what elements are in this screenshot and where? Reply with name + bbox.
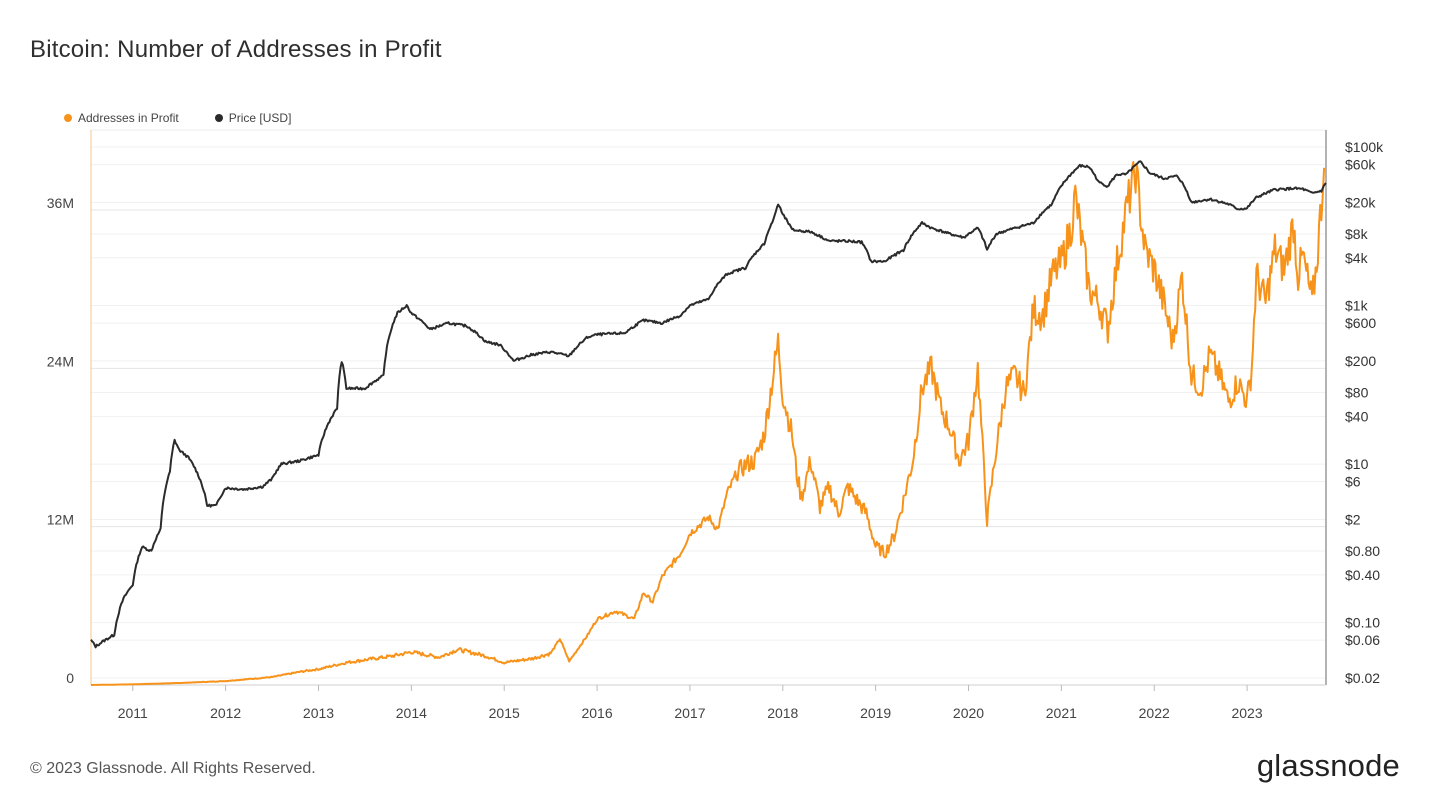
copyright: © 2023 Glassnode. All Rights Reserved. <box>30 760 316 777</box>
glassnode-logo: glassnode <box>1256 748 1400 783</box>
y-right-tick-label-3: $0.40 <box>1345 567 1380 583</box>
y-right-tick-label-11: $600 <box>1345 315 1376 331</box>
x-tick-label-2015: 2015 <box>489 705 520 721</box>
x-tick-label-2011: 2011 <box>118 705 148 721</box>
y-right-tick-label-15: $20k <box>1345 194 1376 210</box>
y-right-tick-label-7: $10 <box>1345 456 1369 472</box>
x-tick-label-2022: 2022 <box>1139 705 1170 721</box>
y-right-tick-label-13: $4k <box>1345 250 1369 266</box>
series-line-price <box>90 160 1327 649</box>
x-tick-label-2018: 2018 <box>767 705 798 721</box>
y-left-tick-label-0: 0 <box>66 670 74 686</box>
y-left-tick-label-1: 12M <box>47 512 74 528</box>
y-left-tick-label-3: 36M <box>47 195 74 211</box>
series-lines <box>90 160 1327 686</box>
y-right-tick-label-4: $0.80 <box>1345 543 1380 559</box>
y-right-tick-label-6: $6 <box>1345 474 1361 490</box>
x-tick-label-2020: 2020 <box>953 705 984 721</box>
x-tick-label-2016: 2016 <box>581 705 612 721</box>
x-tick-label-2019: 2019 <box>860 705 891 721</box>
legend-item-price[interactable]: Price [USD] <box>214 111 292 125</box>
series-line-addresses-in-profit <box>91 161 1326 686</box>
x-tick-label-2014: 2014 <box>396 705 427 721</box>
legend-label-price: Price [USD] <box>228 111 292 125</box>
y-right-tick-label-5: $2 <box>1345 511 1361 527</box>
y-right-tick-label-1: $0.06 <box>1345 632 1380 648</box>
tick-labels: 2011 2012 2013 2014 2015 2016 2017 2018 2019 2020… <box>47 139 1384 721</box>
x-tick-label-2023: 2023 <box>1231 705 1262 721</box>
legend-item-addresses[interactable]: Addresses in Profit <box>64 111 179 125</box>
y-right-tick-label-14: $8k <box>1345 226 1369 242</box>
y-right-tick-label-8: $40 <box>1345 408 1369 424</box>
y-right-tick-label-9: $80 <box>1345 384 1369 400</box>
legend-label-addresses: Addresses in Profit <box>78 111 179 125</box>
axes <box>90 129 1327 691</box>
legend-dot-addresses <box>64 114 72 122</box>
y-right-tick-label-2: $0.10 <box>1345 615 1380 631</box>
legend-dot-price <box>214 114 223 122</box>
legend: Addresses in Profit Price [USD] <box>64 111 291 125</box>
x-tick-label-2021: 2021 <box>1046 705 1077 721</box>
y-right-tick-label-16: $60k <box>1345 157 1376 173</box>
chart-title: Bitcoin: Number of Addresses in Profit <box>30 36 442 63</box>
x-tick-label-2017: 2017 <box>674 705 705 721</box>
y-right-tick-label-0: $0.02 <box>1345 670 1380 686</box>
y-right-tick-label-10: $200 <box>1345 353 1376 369</box>
y-right-tick-label-12: $1k <box>1345 298 1369 314</box>
x-tick-label-2012: 2012 <box>210 705 241 721</box>
y-left-tick-label-2: 24M <box>47 353 74 369</box>
x-tick-label-2013: 2013 <box>303 705 334 721</box>
y-right-tick-label-17: $100k <box>1345 139 1384 155</box>
